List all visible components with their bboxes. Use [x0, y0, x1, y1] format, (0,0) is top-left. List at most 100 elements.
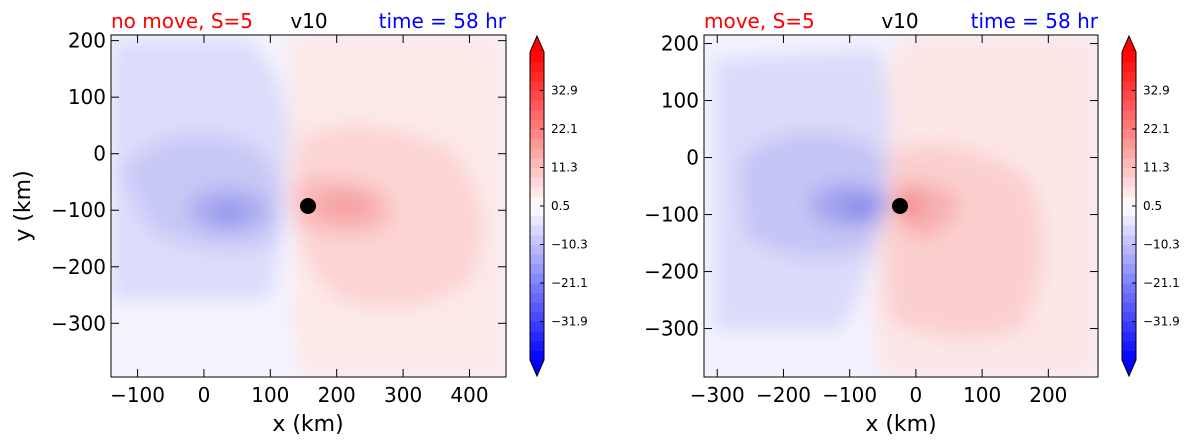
negative-max-right [842, 199, 874, 215]
colorbar-right: 32.9 22.1 11.3 0.5 −10.3 −21.1 −31.9 [1121, 34, 1180, 378]
ytick-label-left: 0 [93, 142, 106, 166]
colorbar-level [1122, 100, 1136, 111]
heatmap-left [111, 35, 506, 377]
colorbar-level [1122, 80, 1136, 91]
xtick-label-right: 100 [963, 383, 1001, 407]
colorbar-level [530, 100, 544, 111]
title-variable-right: v10 [881, 9, 918, 33]
xtick-label-right: −300 [690, 383, 745, 407]
colorbar-level [530, 311, 544, 322]
colorbar-level [530, 196, 544, 207]
colorbar-left: 32.9 22.1 11.3 0.5 −10.3 −21.1 −31.9 [529, 34, 588, 378]
colorbar-level [1122, 61, 1136, 72]
colorbar-level [530, 52, 544, 63]
colorbar-level [1122, 254, 1136, 265]
storm-center-marker-left [300, 198, 316, 214]
title-variable-left: v10 [290, 9, 327, 33]
colorbar-level [1122, 157, 1136, 168]
colorbar-extend-max [1122, 36, 1136, 52]
title-case-right: move, S=5 [704, 9, 815, 33]
colorbar-level [1122, 350, 1136, 361]
colorbar-level [1122, 292, 1136, 303]
title-case-left: no move, S=5 [111, 9, 253, 33]
colorbar-level [1122, 52, 1136, 63]
colorbar-level [530, 109, 544, 120]
ytick-label-left: −300 [51, 311, 106, 335]
colorbar-tick-label: 11.3 [1143, 161, 1170, 175]
positive-max-left [317, 192, 373, 220]
title-time-left: time = 58 hr [379, 9, 507, 33]
colorbar-level [1122, 177, 1136, 188]
colorbar-tick-label: −10.3 [551, 238, 588, 252]
colorbar-tick-label: −31.9 [1143, 315, 1180, 329]
colorbar-outline [529, 34, 545, 378]
colorbar-level [1122, 321, 1136, 332]
xtick-label-left: 200 [318, 383, 356, 407]
colorbar-tick-label: 22.1 [551, 122, 578, 136]
colorbar-level [530, 244, 544, 255]
ytick-label-left: 100 [68, 85, 106, 109]
positive-core-right [883, 144, 1043, 338]
ytick-label-right: −100 [644, 203, 699, 227]
xtick-label-left: 300 [384, 383, 422, 407]
colorbar-tick-label: −21.1 [551, 276, 588, 290]
ytick-label-left: 200 [68, 29, 106, 53]
colorbar-tick-label: 11.3 [551, 161, 578, 175]
colorbar-level [530, 331, 544, 342]
colorbar-extend-min [1122, 360, 1136, 376]
colorbar-level [1122, 206, 1136, 217]
colorbar-level [1122, 138, 1136, 149]
panel-title-right: move, S=5 v10 time = 58 hr [704, 9, 1099, 33]
colorbar-level [530, 283, 544, 294]
colorbar-level [530, 206, 544, 217]
colorbar-level [530, 186, 544, 197]
positive-max-right [898, 189, 922, 221]
colorbar-level [530, 225, 544, 236]
colorbar-level [530, 340, 544, 351]
xtick-label-left: 0 [198, 383, 211, 407]
colorbar-level [1122, 244, 1136, 255]
colorbar-level [1122, 119, 1136, 130]
colorbar-level [530, 302, 544, 313]
colorbar-tick-label: 32.9 [551, 84, 578, 98]
ylabel-left: y (km) [11, 170, 36, 241]
colorbar-level [530, 263, 544, 274]
colorbar-level [1122, 302, 1136, 313]
colorbar-level [530, 292, 544, 303]
ticks-right: −300 −200 −100 0 100 200 200 100 0 −100 −200 −300 [644, 32, 1098, 407]
colorbar-level [1122, 311, 1136, 322]
colorbar-tick-label: 0.5 [551, 199, 570, 213]
negative-max-left [214, 206, 242, 222]
colorbar-level [530, 273, 544, 284]
colorbar-extend-max [530, 36, 544, 52]
colorbar-tick-label: −10.3 [1143, 238, 1180, 252]
colorbar-level [1122, 129, 1136, 140]
ticks-left: −100 0 100 200 300 400 200 100 0 −100 −200 −300 [51, 29, 506, 407]
axes-frame-right [703, 34, 1099, 378]
colorbar-level [530, 71, 544, 82]
ytick-label-right: −300 [644, 317, 699, 341]
xtick-label-right: −200 [756, 383, 811, 407]
colorbar-level [530, 167, 544, 178]
heatmap-right [704, 35, 1098, 377]
colorbar-level [530, 61, 544, 72]
xtick-label-right: 200 [1029, 383, 1067, 407]
colorbar-level [530, 138, 544, 149]
colorbar-level [530, 177, 544, 188]
ytick-label-left: −100 [51, 198, 106, 222]
xtick-label-right: −100 [822, 383, 877, 407]
colorbar-level [530, 254, 544, 265]
axes-frame-left [110, 34, 507, 378]
colorbar-level [530, 90, 544, 101]
xtick-label-left: 400 [450, 383, 488, 407]
colorbar-level [1122, 340, 1136, 351]
colorbar-level [1122, 71, 1136, 82]
xtick-label-left: −100 [110, 383, 165, 407]
colorbar-tick-label: 22.1 [1143, 122, 1170, 136]
xtick-label-left: 100 [251, 383, 289, 407]
colorbar-level [1122, 109, 1136, 120]
colorbar-level [1122, 225, 1136, 236]
colorbar-level [1122, 148, 1136, 159]
ytick-label-right: 100 [661, 89, 699, 113]
